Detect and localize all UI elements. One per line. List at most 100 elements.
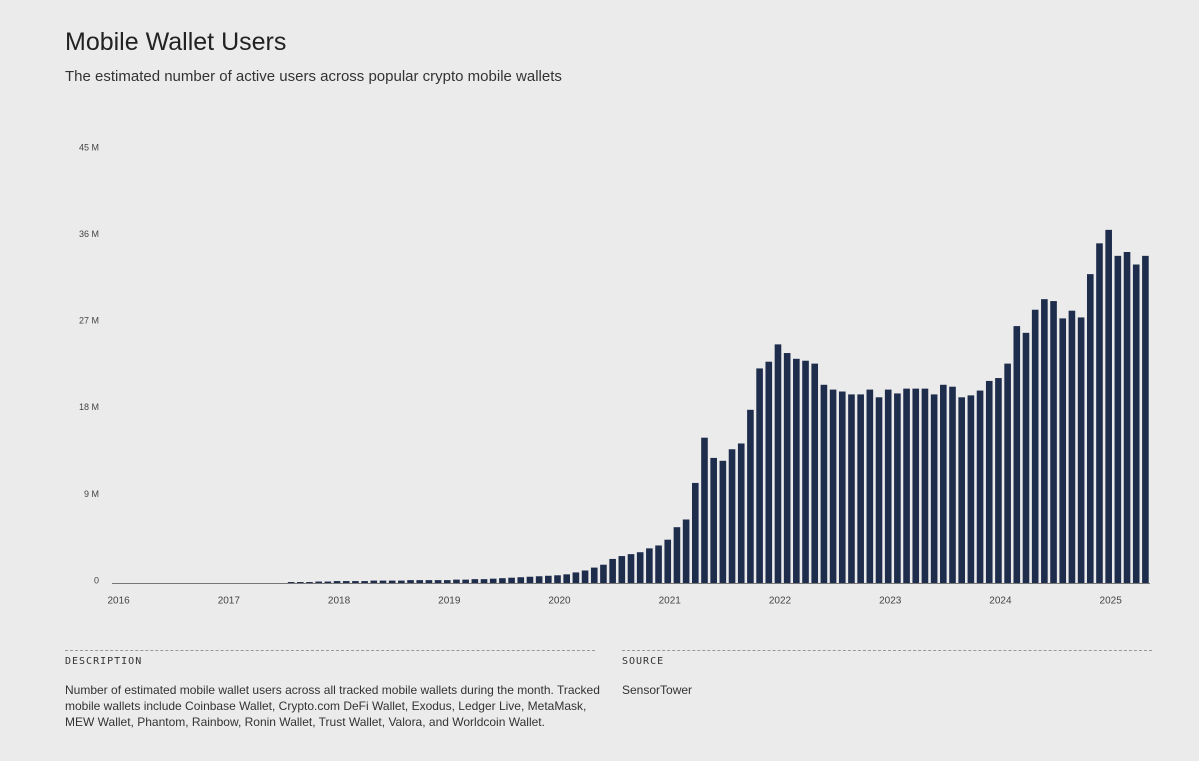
bar <box>1096 243 1103 583</box>
bar <box>462 579 469 583</box>
bar <box>958 397 965 583</box>
bar <box>333 581 341 583</box>
bar <box>747 409 754 583</box>
bar <box>287 582 295 583</box>
bar <box>370 580 378 583</box>
bar <box>636 552 644 583</box>
bar <box>802 360 809 583</box>
bar <box>379 580 387 583</box>
bar <box>545 575 552 583</box>
bar <box>499 578 506 583</box>
chart: 0 9 M 18 M 27 M 36 M 45 M 2016 2017 2018 2019 2020… <box>79 142 1150 607</box>
bar <box>1142 255 1149 583</box>
y-tick-label: 36 M <box>79 229 99 239</box>
divider <box>622 650 1152 651</box>
bar <box>710 457 717 583</box>
bar <box>398 580 405 583</box>
bar <box>995 378 1002 583</box>
bar <box>609 558 616 583</box>
x-tick-label: 2022 <box>769 596 792 607</box>
bar <box>985 380 993 583</box>
bar <box>967 395 975 583</box>
bar <box>857 394 864 583</box>
bar <box>572 572 580 583</box>
bar <box>894 393 901 583</box>
bar <box>600 564 607 583</box>
bar <box>1068 310 1076 583</box>
bar <box>508 577 515 583</box>
bar <box>434 580 442 583</box>
y-tick-label: 27 M <box>79 316 99 326</box>
bar <box>875 397 883 583</box>
bar <box>884 389 892 583</box>
bar <box>627 554 635 583</box>
bar <box>443 580 451 583</box>
bar <box>306 582 313 583</box>
bar <box>912 388 920 583</box>
bar <box>324 581 332 583</box>
divider <box>65 650 595 651</box>
bar <box>563 574 571 583</box>
bar <box>1105 229 1112 583</box>
bar <box>416 580 424 583</box>
bar <box>793 358 800 583</box>
bar <box>848 394 855 583</box>
bar <box>517 577 525 583</box>
x-tick-label: 2018 <box>328 596 351 607</box>
bar <box>1059 318 1067 583</box>
x-tick-label: 2020 <box>548 596 571 607</box>
bar <box>829 389 837 583</box>
bar <box>682 519 690 583</box>
bar <box>737 443 745 583</box>
bar <box>590 567 598 583</box>
bar <box>811 363 819 583</box>
chart-subtitle: The estimated number of active users acr… <box>65 68 562 85</box>
source-heading: SOURCE <box>622 656 665 667</box>
bar <box>940 384 947 583</box>
bar <box>1004 363 1011 583</box>
bar <box>526 576 534 583</box>
bar <box>315 581 322 583</box>
bar <box>425 580 433 583</box>
bar <box>673 527 681 583</box>
bar <box>1041 299 1048 583</box>
bar <box>471 579 479 583</box>
bar <box>1114 255 1122 583</box>
bar <box>691 482 699 583</box>
bar <box>407 580 414 583</box>
bar <box>701 437 708 583</box>
y-tick-label: 9 M <box>84 489 99 499</box>
bar <box>342 581 350 583</box>
bar <box>489 578 497 583</box>
bar <box>820 384 828 583</box>
x-tick-label: 2024 <box>989 596 1012 607</box>
bar <box>1086 274 1094 583</box>
bar <box>352 581 359 583</box>
bar <box>866 389 874 583</box>
bar <box>453 579 460 583</box>
bar <box>581 570 589 583</box>
bar <box>297 582 304 583</box>
bar <box>903 388 910 583</box>
bar <box>976 390 984 583</box>
bar <box>719 460 727 583</box>
bar <box>1022 332 1030 583</box>
x-tick-label: 2025 <box>1100 596 1123 607</box>
description-heading: DESCRIPTION <box>65 656 143 667</box>
bar <box>756 368 763 583</box>
bar <box>728 449 736 583</box>
bar <box>664 539 672 583</box>
bar <box>838 391 846 583</box>
bar <box>646 548 653 583</box>
x-tick-label: 2017 <box>218 596 241 607</box>
source: SensorTower <box>622 683 693 697</box>
bar <box>480 579 488 583</box>
bar <box>783 353 791 583</box>
bar <box>361 581 368 583</box>
bar <box>618 556 626 583</box>
description: Number of estimated mobile wallet users … <box>65 683 600 729</box>
bar <box>1123 251 1131 584</box>
bar <box>554 575 561 583</box>
bar <box>535 576 543 583</box>
